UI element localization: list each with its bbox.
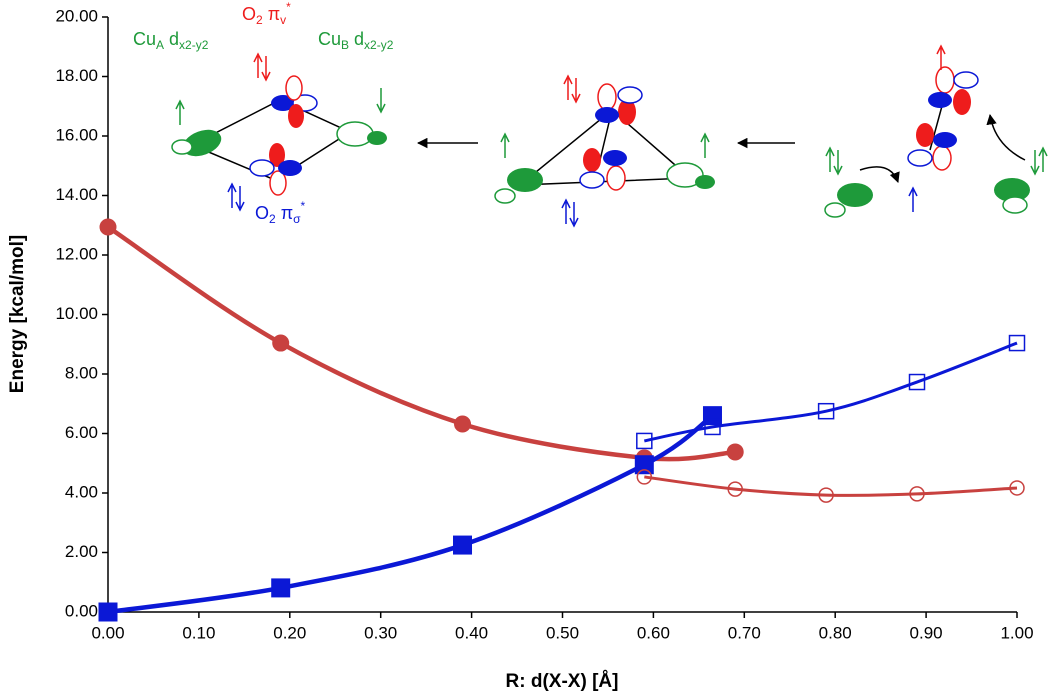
y-tick-label: 4.00 — [65, 482, 98, 501]
x-tick-label: 0.40 — [455, 623, 488, 642]
y-tick-label: 10.00 — [55, 304, 98, 323]
y-tick-label: 2.00 — [65, 542, 98, 561]
y-tick-label: 0.00 — [65, 601, 98, 620]
x-tick-label: 0.70 — [728, 623, 761, 642]
annotation-part: 2 — [269, 212, 276, 226]
marker — [1009, 480, 1025, 496]
diagram-left — [171, 52, 387, 212]
annotation-part: * — [286, 0, 291, 14]
marker — [271, 578, 291, 598]
annotation-part: d — [349, 29, 364, 49]
annotation-part: Cu — [133, 29, 156, 49]
marker — [636, 432, 653, 450]
annotation-part: * — [301, 199, 306, 213]
marker — [908, 373, 926, 391]
diagram-center — [494, 74, 715, 228]
marker — [1008, 334, 1026, 352]
annotation-part: O — [242, 4, 256, 24]
orbital-diagrams — [171, 44, 1048, 228]
annotation-part: B — [341, 38, 349, 52]
annotation-part: σ — [293, 212, 301, 226]
marker — [454, 415, 472, 433]
x-tick-label: 0.60 — [637, 623, 670, 642]
marker — [98, 602, 118, 622]
annotation-part: x2-y2 — [364, 38, 394, 52]
marker — [453, 535, 473, 555]
x-tick-label: 0.90 — [910, 623, 943, 642]
y-tick-label: 8.00 — [65, 363, 98, 382]
marker — [272, 334, 290, 352]
y-tick-label: 16.00 — [55, 125, 98, 144]
series-line — [107, 413, 714, 615]
marker — [817, 402, 835, 420]
x-axis-title: R: d(X-X) [Å] — [506, 671, 619, 692]
annotation-part: A — [156, 38, 164, 52]
marker — [702, 406, 722, 426]
marker — [99, 218, 117, 236]
y-tick-label: 20.00 — [55, 6, 98, 25]
annotation-part: π — [263, 4, 280, 24]
series-line — [106, 225, 736, 462]
annotation-part: d — [164, 29, 179, 49]
annotation: CuA dx2-y2 — [133, 29, 209, 52]
annotation-part: O — [255, 203, 269, 223]
annotation-part: 2 — [256, 13, 263, 27]
y-tick-label: 6.00 — [65, 423, 98, 442]
marker — [636, 469, 653, 485]
x-tick-label: 0.50 — [546, 623, 579, 642]
marker — [634, 455, 654, 475]
x-tick-label: 0.20 — [273, 623, 306, 642]
annotation: CuB dx2-y2 — [318, 29, 394, 52]
annotation: O2 πσ* — [255, 199, 306, 226]
annotation-part: π — [276, 203, 293, 223]
x-tick-label: 0.80 — [819, 623, 852, 642]
y-tick-label: 12.00 — [55, 244, 98, 263]
marker — [818, 487, 834, 503]
series-line — [644, 341, 1018, 443]
annotation-part: v — [280, 13, 286, 27]
marker — [704, 418, 721, 436]
y-tick-label: 18.00 — [55, 66, 98, 85]
x-tick-label: 0.10 — [182, 623, 215, 642]
y-axis-title: Energy [kcal/mol] — [7, 235, 28, 393]
marker — [726, 443, 744, 461]
y-tick-label: 14.00 — [55, 185, 98, 204]
marker — [909, 486, 925, 502]
marker — [727, 481, 743, 497]
series-line — [644, 475, 1018, 497]
x-tick-label: 0.00 — [91, 623, 124, 642]
annotation-part: Cu — [318, 29, 341, 49]
annotation: O2 πv* — [242, 0, 291, 27]
x-tick-label: 0.30 — [364, 623, 397, 642]
annotation-part: x2-y2 — [179, 38, 209, 52]
x-tick-label: 1.00 — [1000, 623, 1033, 642]
diagram-right — [824, 44, 1048, 218]
